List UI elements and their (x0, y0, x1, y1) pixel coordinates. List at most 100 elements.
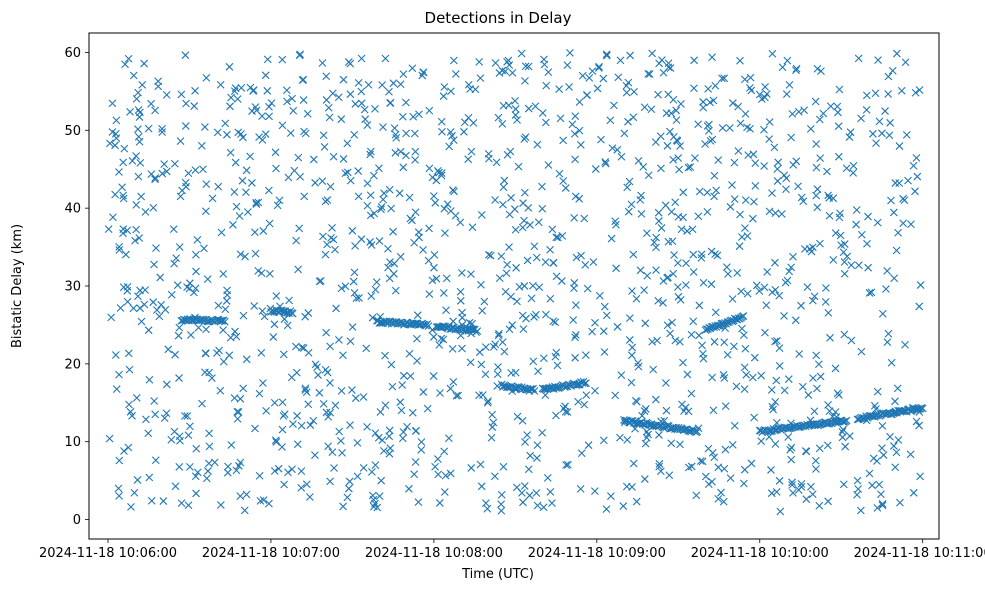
data-point (408, 216, 416, 225)
data-point (765, 207, 774, 216)
data-point (600, 348, 609, 356)
data-point (295, 224, 304, 233)
data-point (637, 191, 645, 200)
data-point (752, 281, 761, 290)
data-point (511, 368, 520, 377)
data-point (909, 161, 918, 170)
data-point (484, 154, 493, 163)
data-point (366, 211, 375, 220)
data-point (510, 205, 519, 214)
data-point (413, 311, 422, 320)
data-point (654, 217, 663, 225)
data-point (800, 106, 809, 115)
data-point (233, 95, 242, 103)
data-point (601, 159, 610, 168)
data-point (748, 214, 757, 223)
data-point (288, 309, 297, 318)
data-point (270, 467, 279, 475)
data-point (767, 489, 776, 498)
data-point (886, 432, 894, 441)
data-point (133, 476, 142, 484)
data-point (767, 466, 775, 474)
data-point (241, 252, 249, 261)
data-point (906, 450, 915, 459)
data-point (544, 68, 553, 76)
data-point (199, 165, 207, 174)
data-point (768, 189, 776, 198)
data-point (775, 361, 784, 370)
data-point (498, 200, 507, 209)
data-point (364, 80, 373, 89)
data-point (231, 327, 239, 336)
data-point (513, 297, 521, 306)
data-point (892, 49, 901, 58)
data-point (183, 412, 192, 420)
data-point (676, 142, 684, 150)
data-point (258, 136, 267, 144)
data-point (460, 127, 468, 136)
data-point (280, 480, 289, 489)
data-point (682, 259, 690, 268)
data-point (137, 317, 146, 326)
data-point (549, 317, 558, 326)
data-point (136, 108, 144, 117)
data-point (258, 112, 266, 121)
data-point (409, 112, 418, 121)
data-point (824, 308, 833, 317)
data-point (811, 456, 820, 465)
data-point (736, 119, 745, 128)
data-point (375, 319, 384, 327)
data-point (134, 125, 142, 134)
data-point (523, 256, 532, 265)
data-point (839, 425, 848, 434)
data-point (107, 313, 116, 322)
data-point (234, 461, 243, 470)
data-point (293, 440, 302, 449)
data-point (885, 131, 894, 140)
data-point (881, 107, 889, 115)
data-point (622, 88, 631, 97)
data-point (723, 350, 732, 359)
data-point (191, 250, 200, 259)
data-point (695, 187, 704, 196)
data-point (193, 468, 202, 477)
data-point (714, 463, 723, 472)
data-point (826, 102, 835, 111)
data-point (140, 59, 149, 68)
data-point (831, 229, 840, 237)
data-point (616, 56, 625, 65)
data-point (823, 441, 832, 450)
data-point (322, 328, 331, 337)
data-point (899, 194, 907, 203)
data-point (454, 391, 463, 400)
data-point (862, 105, 871, 114)
data-point (429, 333, 438, 341)
data-point (904, 176, 912, 185)
data-point (170, 159, 179, 168)
data-point (657, 224, 666, 232)
data-point (750, 413, 759, 422)
data-point (591, 165, 600, 173)
data-point (600, 302, 609, 311)
data-point (906, 406, 915, 415)
data-point (511, 225, 520, 234)
data-point (521, 438, 529, 446)
data-point (845, 432, 854, 440)
data-point (284, 173, 293, 182)
data-point (667, 207, 676, 216)
data-point (265, 269, 274, 278)
data-point (884, 72, 893, 81)
data-point (775, 291, 784, 300)
data-point (678, 400, 686, 409)
data-point (699, 103, 708, 112)
data-point (495, 69, 504, 77)
data-point (611, 217, 620, 226)
data-point (698, 457, 707, 466)
data-point (137, 192, 146, 201)
data-point (613, 145, 622, 154)
data-point (740, 385, 749, 394)
data-point (324, 412, 333, 421)
data-point (801, 447, 810, 455)
data-point (652, 233, 661, 242)
data-point (888, 66, 897, 75)
